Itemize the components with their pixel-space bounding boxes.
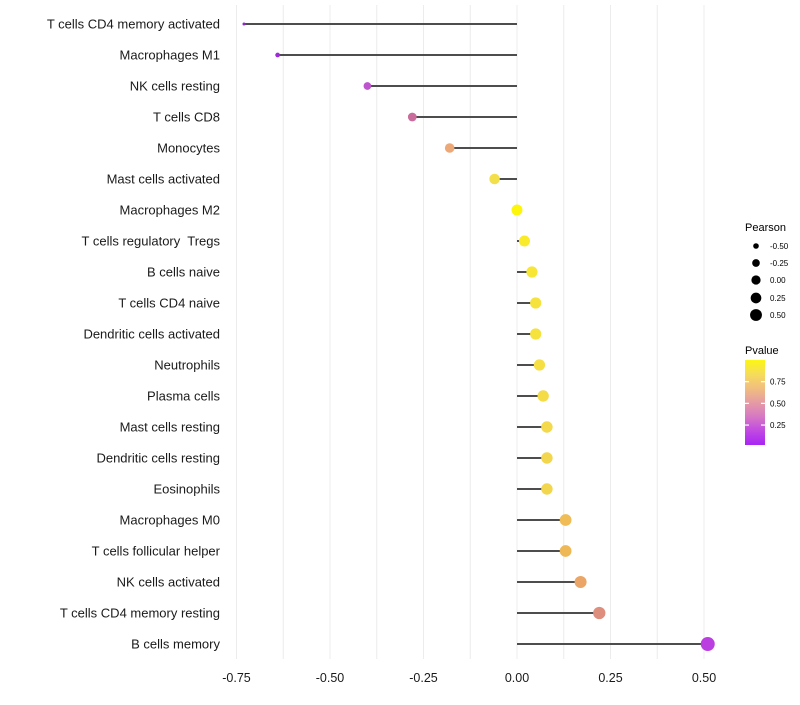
category-label: Mast cells resting <box>120 420 220 435</box>
lollipop-point <box>700 637 715 651</box>
lollipop-point <box>275 52 281 58</box>
x-tick-label: -0.75 <box>222 671 251 685</box>
size-legend-dot <box>750 309 762 321</box>
color-legend-label: 0.75 <box>770 378 786 387</box>
category-label: Plasma cells <box>147 389 220 404</box>
category-label: NK cells resting <box>130 79 220 94</box>
pvalue-color-legend: Pvalue 0.75 0.50 0.25 <box>745 345 786 445</box>
size-legend-dot <box>751 275 761 285</box>
category-label: NK cells activated <box>117 575 220 590</box>
category-label: Eosinophils <box>154 482 221 497</box>
lollipop-point <box>242 22 246 26</box>
color-legend-gradient-bar <box>745 360 765 445</box>
lollipop-point <box>559 514 572 526</box>
size-legend-dot <box>750 292 762 304</box>
category-label: B cells naive <box>147 265 220 280</box>
lollipop-point <box>541 483 553 495</box>
category-label: T cells CD4 memory activated <box>47 17 220 32</box>
category-label: Dendritic cells resting <box>96 451 220 466</box>
lollipop-point <box>530 297 542 309</box>
lollipop-point <box>541 452 553 464</box>
size-legend-label: 0.00 <box>770 276 786 285</box>
x-tick-label: -0.50 <box>316 671 345 685</box>
lollipop-point <box>593 606 606 620</box>
category-label: Macrophages M2 <box>120 203 220 218</box>
size-legend-label: -0.25 <box>770 259 789 268</box>
lollipop-point <box>526 266 538 278</box>
category-label: Dendritic cells activated <box>83 327 220 342</box>
size-legend-label: 0.50 <box>770 311 786 320</box>
size-legend-title: Pearson <box>745 222 786 234</box>
category-label: T cells regulatory Tregs <box>82 234 221 249</box>
color-legend-title: Pvalue <box>745 345 779 357</box>
size-legend-dot <box>753 243 759 249</box>
lollipop-point <box>489 173 500 185</box>
lollipop-point <box>363 82 372 90</box>
lollipop-point <box>518 235 531 247</box>
category-label: Macrophages M0 <box>120 513 220 528</box>
pearson-size-legend: Pearson -0.50 -0.25 0.00 0.25 0.50 <box>745 222 789 321</box>
category-label: T cells CD4 naive <box>118 296 220 311</box>
color-legend-label: 0.50 <box>770 399 786 408</box>
lollipop-point <box>530 328 542 340</box>
lollipop-stems <box>243 23 708 645</box>
x-tick-label: -0.25 <box>409 671 438 685</box>
size-legend-label: -0.50 <box>770 242 789 251</box>
category-label: T cells follicular helper <box>92 544 221 559</box>
lollipop-point <box>559 545 572 557</box>
y-axis-labels: T cells CD4 memory activated Macrophages … <box>47 17 221 652</box>
category-label: T cells CD4 memory resting <box>60 606 220 621</box>
lollipop-point <box>533 359 546 371</box>
color-legend-label: 0.25 <box>770 421 786 430</box>
category-label: Monocytes <box>157 141 220 156</box>
x-tick-label: 0.00 <box>505 671 529 685</box>
x-axis-labels: -0.75 -0.50 -0.25 0.00 0.25 0.50 <box>222 671 716 685</box>
category-label: Neutrophils <box>154 358 220 373</box>
lollipop-point <box>574 575 587 589</box>
x-tick-label: 0.25 <box>598 671 622 685</box>
size-legend-dot <box>752 259 760 267</box>
gridlines <box>236 5 705 659</box>
category-label: T cells CD8 <box>153 110 220 125</box>
lollipop-point <box>541 421 553 433</box>
lollipop-points <box>242 22 715 651</box>
lollipop-point <box>444 143 455 153</box>
category-label: Mast cells activated <box>107 172 220 187</box>
lollipop-point <box>511 204 523 216</box>
size-legend-label: 0.25 <box>770 294 786 303</box>
lollipop-point <box>407 112 417 122</box>
category-label: B cells memory <box>131 637 220 652</box>
category-label: Macrophages M1 <box>120 48 220 63</box>
lollipop-point <box>537 390 549 402</box>
x-tick-label: 0.50 <box>692 671 716 685</box>
